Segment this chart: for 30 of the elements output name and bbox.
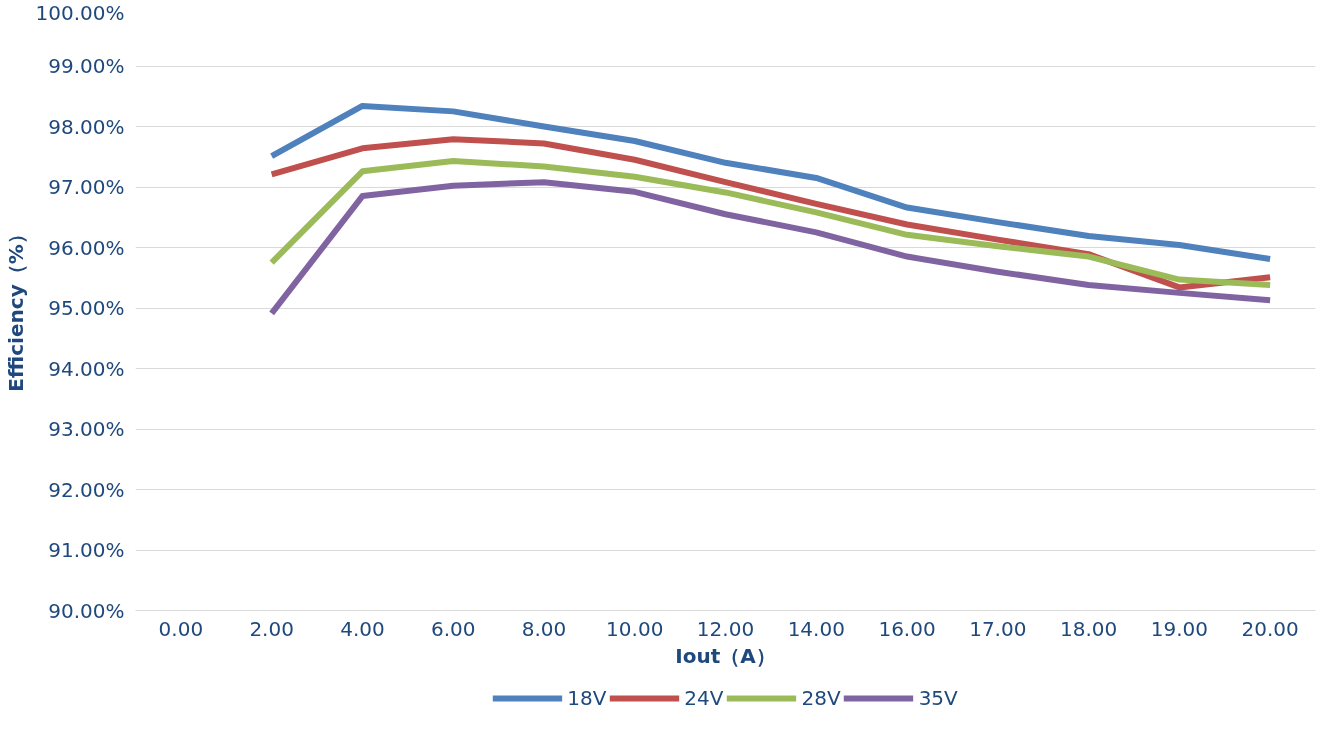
y-tick-label: 97.00%	[48, 175, 125, 199]
x-tick-label: 4.00	[340, 616, 385, 641]
legend-label: 28V	[801, 685, 841, 710]
legend-label: 24V	[684, 685, 724, 710]
y-tick-label: 98.00%	[48, 114, 125, 139]
x-tick-label: 2.00	[249, 616, 294, 641]
x-tick-label: 16.00	[878, 616, 936, 641]
y-tick-label: 99.00%	[48, 54, 125, 78]
y-tick-label: 93.00%	[48, 417, 125, 441]
x-tick-label: 17.00	[969, 616, 1027, 641]
legend-label: 35V	[918, 685, 958, 710]
x-tick-label: 12.00	[696, 616, 755, 641]
y-tick-label: 90.00%	[48, 598, 125, 623]
y-tick-label: 92.00%	[48, 477, 125, 502]
y-tick-label: 91.00%	[48, 538, 125, 562]
y-tick-label: 95.00%	[48, 296, 125, 320]
y-tick-label: 94.00%	[48, 356, 125, 381]
x-tick-label: 20.00	[1241, 616, 1299, 641]
x-tick-label: 0.00	[158, 616, 204, 641]
x-tick-label: 14.00	[787, 616, 845, 641]
x-tick-label: 19.00	[1150, 616, 1208, 641]
legend-label: 18V	[567, 685, 607, 710]
x-tick-label: 18.00	[1059, 616, 1118, 641]
y-tick-label: 96.00%	[48, 235, 125, 260]
x-tick-label: 8.00	[521, 616, 567, 641]
x-axis-title: Iout（A）	[675, 643, 776, 668]
y-tick-label: 100.00%	[35, 0, 125, 25]
x-tick-label: 10.00	[606, 616, 664, 641]
x-tick-label: 6.00	[430, 616, 476, 641]
y-axis-title: Efficiency（%）	[3, 224, 28, 392]
